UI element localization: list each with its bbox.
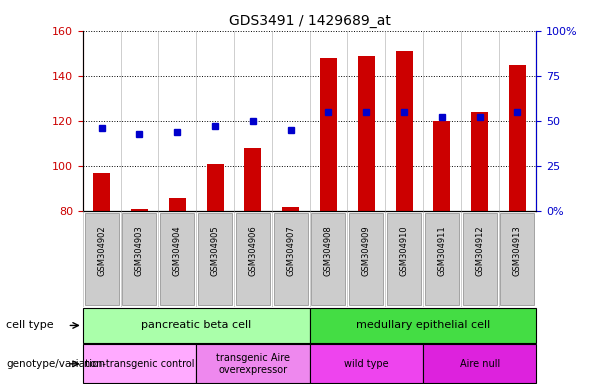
Text: GSM304907: GSM304907 <box>286 226 295 276</box>
Text: wild type: wild type <box>344 359 389 369</box>
Bar <box>131 209 148 211</box>
Bar <box>93 173 110 211</box>
FancyBboxPatch shape <box>387 213 421 305</box>
Text: GSM304913: GSM304913 <box>513 226 522 276</box>
Text: genotype/variation: genotype/variation <box>6 359 105 369</box>
Bar <box>395 51 413 211</box>
FancyBboxPatch shape <box>463 213 497 305</box>
FancyBboxPatch shape <box>310 308 536 343</box>
FancyBboxPatch shape <box>273 213 308 305</box>
FancyBboxPatch shape <box>160 213 194 305</box>
Bar <box>509 65 526 211</box>
FancyBboxPatch shape <box>198 213 232 305</box>
Text: non-transgenic control: non-transgenic control <box>84 359 195 369</box>
FancyBboxPatch shape <box>310 344 423 383</box>
Text: GSM304908: GSM304908 <box>324 226 333 276</box>
Text: GSM304904: GSM304904 <box>173 226 182 276</box>
Text: Aire null: Aire null <box>460 359 500 369</box>
Bar <box>245 148 261 211</box>
Title: GDS3491 / 1429689_at: GDS3491 / 1429689_at <box>229 14 390 28</box>
Text: GSM304911: GSM304911 <box>437 226 446 276</box>
Text: GSM304910: GSM304910 <box>400 226 409 276</box>
Text: GSM304906: GSM304906 <box>248 226 257 276</box>
Bar <box>471 112 488 211</box>
Text: GSM304905: GSM304905 <box>210 226 219 276</box>
Bar <box>358 56 375 211</box>
Bar <box>207 164 224 211</box>
FancyBboxPatch shape <box>236 213 270 305</box>
FancyBboxPatch shape <box>196 344 310 383</box>
Bar <box>320 58 337 211</box>
FancyBboxPatch shape <box>349 213 383 305</box>
Text: cell type: cell type <box>6 320 54 331</box>
Text: medullary epithelial cell: medullary epithelial cell <box>356 320 490 331</box>
FancyBboxPatch shape <box>83 308 310 343</box>
Bar <box>169 198 186 211</box>
FancyBboxPatch shape <box>425 213 459 305</box>
FancyBboxPatch shape <box>423 344 536 383</box>
Text: transgenic Aire
overexpressor: transgenic Aire overexpressor <box>216 353 290 375</box>
Bar <box>433 121 451 211</box>
FancyBboxPatch shape <box>83 344 196 383</box>
Text: GSM304902: GSM304902 <box>97 226 106 276</box>
FancyBboxPatch shape <box>311 213 346 305</box>
FancyBboxPatch shape <box>500 213 535 305</box>
FancyBboxPatch shape <box>85 213 119 305</box>
Text: pancreatic beta cell: pancreatic beta cell <box>141 320 251 331</box>
Text: GSM304912: GSM304912 <box>475 226 484 276</box>
Text: GSM304903: GSM304903 <box>135 226 144 276</box>
Text: GSM304909: GSM304909 <box>362 226 371 276</box>
FancyBboxPatch shape <box>123 213 156 305</box>
Bar <box>282 207 299 211</box>
